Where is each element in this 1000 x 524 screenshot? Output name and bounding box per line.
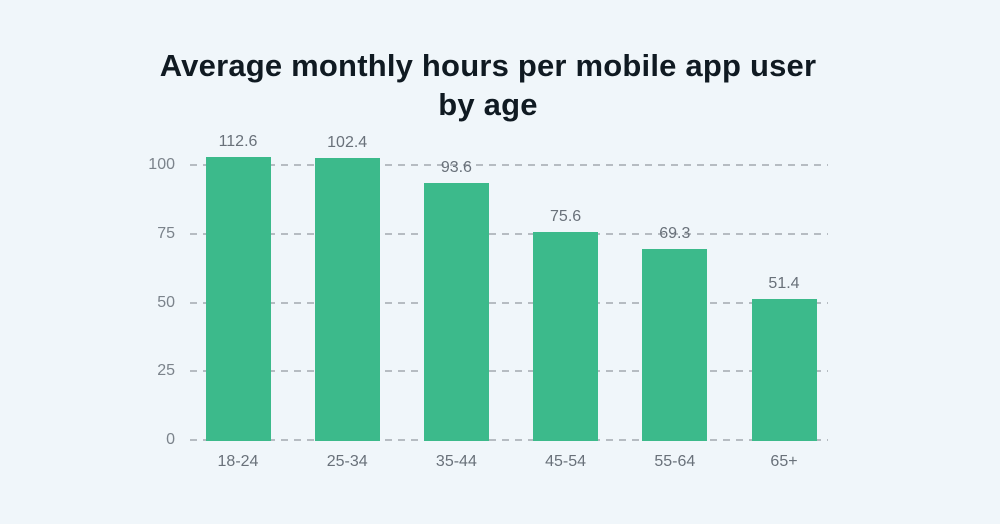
gridline bbox=[190, 301, 828, 304]
x-axis-label: 65+ bbox=[770, 453, 798, 470]
y-axis-tick-label: 50 bbox=[157, 293, 175, 311]
gridline bbox=[190, 439, 828, 441]
gridline bbox=[190, 232, 828, 235]
bar-value-label: 51.4 bbox=[768, 274, 800, 292]
y-axis-tick-label: 75 bbox=[157, 224, 175, 242]
bar bbox=[533, 232, 599, 441]
bar bbox=[205, 157, 271, 441]
bar-value-label: 75.6 bbox=[550, 208, 582, 226]
bar-value-label: 93.6 bbox=[440, 158, 472, 176]
bar-value-label: 102.4 bbox=[327, 134, 368, 152]
bar-value-label: 112.6 bbox=[218, 133, 258, 150]
y-axis-tick-label: 0 bbox=[166, 431, 175, 448]
bar bbox=[751, 298, 817, 441]
x-axis-label: 18-24 bbox=[217, 453, 259, 470]
gridline bbox=[190, 164, 828, 166]
chart-title: Average monthly hours per mobile app use… bbox=[159, 48, 817, 122]
x-axis-label: 45-54 bbox=[545, 453, 587, 470]
x-axis-label: 35-44 bbox=[435, 453, 477, 470]
x-axis-label: 25-34 bbox=[326, 453, 368, 470]
bar bbox=[642, 249, 708, 441]
y-axis-tick-label: 25 bbox=[157, 362, 175, 380]
bar bbox=[423, 182, 489, 441]
y-axis-tick-label: 100 bbox=[148, 156, 175, 173]
bar bbox=[314, 158, 380, 441]
gridline bbox=[190, 370, 828, 373]
bar-value-label: 69.3 bbox=[659, 225, 691, 243]
x-axis-label: 55-64 bbox=[654, 453, 696, 470]
